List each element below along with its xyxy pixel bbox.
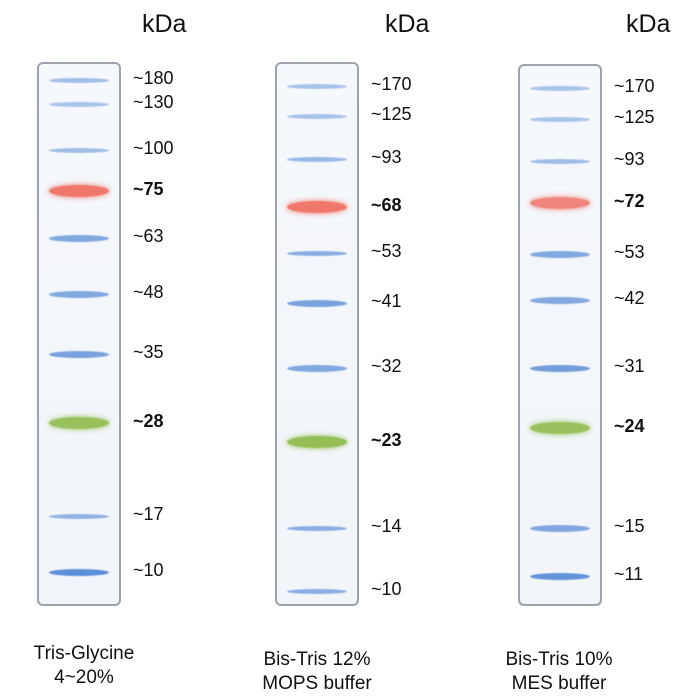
band-blue [49, 234, 109, 242]
marker-label: ~53 [614, 242, 645, 262]
marker-label: ~75 [133, 179, 164, 199]
lane-caption-mops: Bis-Tris 12% MOPS buffer [217, 648, 417, 696]
band-blue [530, 296, 590, 304]
marker-label: ~68 [371, 195, 402, 215]
marker-label: ~24 [614, 416, 645, 436]
marker-label: ~170 [614, 76, 655, 96]
band-blue [530, 85, 590, 91]
band-blue [530, 524, 590, 532]
band-blue [49, 77, 109, 83]
lane-caption-tris-glycine: Tris-Glycine 4~20% [0, 642, 184, 690]
gel-lane-mops [275, 62, 359, 606]
marker-label: ~170 [371, 74, 412, 94]
lane-caption-line-2: MES buffer [511, 673, 607, 694]
gel-lane-mes [518, 64, 602, 606]
unit-label: kDa [626, 10, 671, 38]
band-blue [49, 513, 109, 519]
band-blue [287, 113, 347, 119]
band-blue [287, 525, 347, 531]
marker-label: ~53 [371, 241, 402, 261]
marker-label: ~180 [133, 68, 174, 88]
band-blue [530, 364, 590, 372]
lane-caption-line-1: Tris-Glycine [33, 643, 135, 664]
band-blue [287, 156, 347, 162]
band-blue [49, 568, 109, 576]
unit-label: kDa [142, 10, 187, 38]
marker-label: ~28 [133, 411, 164, 431]
band-blue [287, 299, 347, 307]
marker-label: ~10 [133, 560, 164, 580]
marker-label: ~17 [133, 504, 164, 524]
band-blue [287, 250, 347, 256]
lane-caption-line-1: Bis-Tris 12% [263, 649, 371, 670]
marker-label: ~72 [614, 191, 645, 211]
marker-label: ~23 [371, 430, 402, 450]
marker-label: ~41 [371, 291, 402, 311]
marker-label: ~32 [371, 356, 402, 376]
marker-label: ~100 [133, 138, 174, 158]
band-blue [530, 250, 590, 258]
band-blue [530, 158, 590, 164]
marker-label: ~125 [614, 107, 655, 127]
band-red [287, 201, 347, 213]
marker-label: ~125 [371, 104, 412, 124]
band-red [49, 185, 109, 197]
lane-caption-mes: Bis-Tris 10% MES buffer [459, 648, 659, 696]
band-green [49, 417, 109, 429]
marker-label: ~35 [133, 342, 164, 362]
marker-label: ~15 [614, 516, 645, 536]
lane-caption-line-2: MOPS buffer [262, 673, 372, 694]
band-blue [287, 83, 347, 89]
band-blue [287, 588, 347, 594]
band-blue [49, 350, 109, 358]
marker-label: ~42 [614, 288, 645, 308]
band-red [530, 197, 590, 209]
marker-label: ~10 [371, 579, 402, 599]
band-green [287, 436, 347, 448]
band-blue [49, 147, 109, 153]
marker-label: ~11 [614, 564, 644, 584]
marker-label: ~93 [614, 149, 645, 169]
marker-label: ~130 [133, 92, 174, 112]
lane-caption-line-2: 4~20% [54, 667, 114, 688]
marker-label: ~14 [371, 516, 402, 536]
unit-label: kDa [385, 10, 430, 38]
marker-label: ~48 [133, 282, 164, 302]
band-blue [287, 364, 347, 372]
marker-label: ~63 [133, 226, 164, 246]
marker-label: ~31 [614, 356, 645, 376]
lane-caption-line-1: Bis-Tris 10% [505, 649, 613, 670]
band-green [530, 422, 590, 434]
band-blue [49, 101, 109, 107]
band-blue [530, 116, 590, 122]
band-blue [530, 572, 590, 580]
gel-lane-tris-glycine [37, 62, 121, 606]
band-blue [49, 290, 109, 298]
marker-label: ~93 [371, 147, 402, 167]
